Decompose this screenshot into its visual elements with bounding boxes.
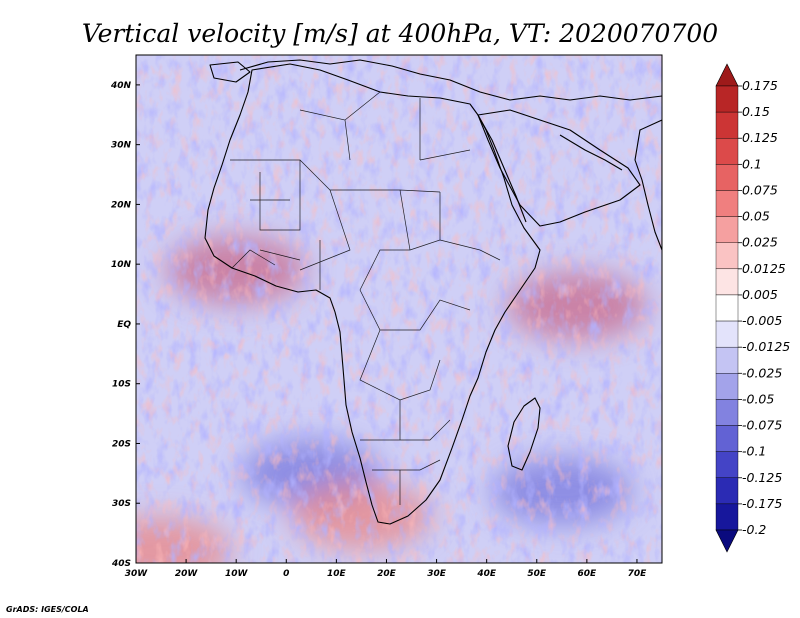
colorbar-label: 0.05	[742, 209, 770, 224]
x-tick-label: 70E	[628, 569, 648, 579]
colorbar-segment	[715, 164, 739, 191]
colorbar-label: -0.2	[742, 522, 766, 537]
colorbar-segment	[715, 216, 739, 243]
colorbar-label: -0.0125	[742, 339, 790, 354]
colorbar-segment	[715, 268, 739, 296]
colorbar-label: 0.075	[742, 182, 778, 197]
y-tick-label: 30S	[112, 499, 131, 509]
colorbar-label: -0.025	[742, 365, 782, 380]
madagascar-coastline	[507, 397, 541, 471]
x-tick-label: 30E	[427, 569, 447, 579]
colorbar-segment	[715, 425, 739, 452]
chart-title: Vertical velocity [m/s] at 400hPa, VT: 2…	[82, 19, 718, 48]
x-tick-label: 20W	[175, 569, 199, 579]
coastlines	[204, 59, 662, 525]
colorbar-segment	[715, 111, 739, 139]
x-tick-label: 40E	[476, 569, 497, 579]
colorbar-segment	[715, 503, 739, 531]
colorbar-label: 0.0125	[742, 261, 786, 276]
x-tick-label: 50E	[527, 569, 547, 579]
colorbar-segment	[715, 451, 739, 478]
x-tick-label: 20E	[377, 569, 397, 579]
x-axis: 30W 20W 10W 0 10E 20E 30E 40E 50E 60E 70E	[125, 559, 647, 579]
colorbar-label: -0.125	[742, 470, 782, 485]
colorbar-segment	[715, 85, 739, 113]
colorbar-segment	[715, 399, 739, 426]
colorbar-label: 0.15	[742, 104, 770, 119]
y-tick-label: EQ	[117, 320, 131, 330]
colorbar: 0.175 0.15 0.125 0.1 0.075 0.05 0.025 0.0125 0.0…	[715, 63, 790, 553]
colorbar-segment	[715, 320, 739, 348]
persian-gulf-coastline	[559, 134, 623, 171]
colorbar-segment	[715, 190, 739, 217]
y-tick-label: 20N	[111, 200, 132, 210]
colorbar-label: 0.005	[742, 287, 778, 302]
colorbar-label: -0.075	[742, 418, 782, 433]
country-borders	[230, 91, 501, 505]
x-tick-label: 60E	[578, 569, 598, 579]
y-tick-label: 10S	[112, 380, 131, 390]
x-tick-label: 0	[283, 569, 289, 579]
y-axis: 40N 30N 20N 10N EQ 10S 20S 30S 40S	[110, 81, 140, 569]
red-sea-coastline	[477, 114, 527, 223]
x-tick-label: 10W	[225, 569, 249, 579]
india-coastline	[634, 119, 662, 251]
plot-area	[136, 55, 662, 563]
y-tick-label: 10N	[111, 260, 132, 270]
colorbar-label: -0.175	[742, 496, 782, 511]
y-tick-label: 40S	[111, 559, 131, 569]
colorbar-segment	[715, 242, 739, 270]
border-lines	[230, 91, 501, 505]
colorbar-label: -0.1	[742, 444, 766, 459]
credit-label: GrADS: IGES/COLA	[6, 605, 89, 614]
colorbar-segment	[715, 294, 739, 322]
field-noise-red	[136, 55, 662, 563]
iberia-coastline	[209, 61, 251, 83]
y-tick-label: 30N	[111, 141, 132, 151]
europe-coastline	[239, 59, 662, 101]
plot-frame	[135, 54, 663, 564]
colorbar-segment	[715, 373, 739, 400]
colorbar-label: -0.05	[742, 391, 774, 406]
arabia-coastline	[477, 109, 641, 227]
colorbar-segment	[715, 63, 739, 87]
y-tick-label: 20S	[112, 439, 131, 449]
colorbar-label: 0.175	[742, 78, 778, 93]
colorbar-label: 0.125	[742, 130, 778, 145]
y-tick-label: 40N	[110, 81, 132, 91]
colorbar-label: 0.1	[742, 156, 762, 171]
colorbar-label: 0.025	[742, 235, 778, 250]
x-tick-label: 10E	[327, 569, 347, 579]
colorbar-label: -0.005	[742, 313, 782, 328]
colorbar-segment	[715, 529, 739, 553]
colorbar-segment	[715, 477, 739, 505]
colorbar-segment	[715, 346, 739, 374]
x-tick-label: 30W	[125, 569, 149, 579]
colorbar-segment	[715, 138, 739, 165]
